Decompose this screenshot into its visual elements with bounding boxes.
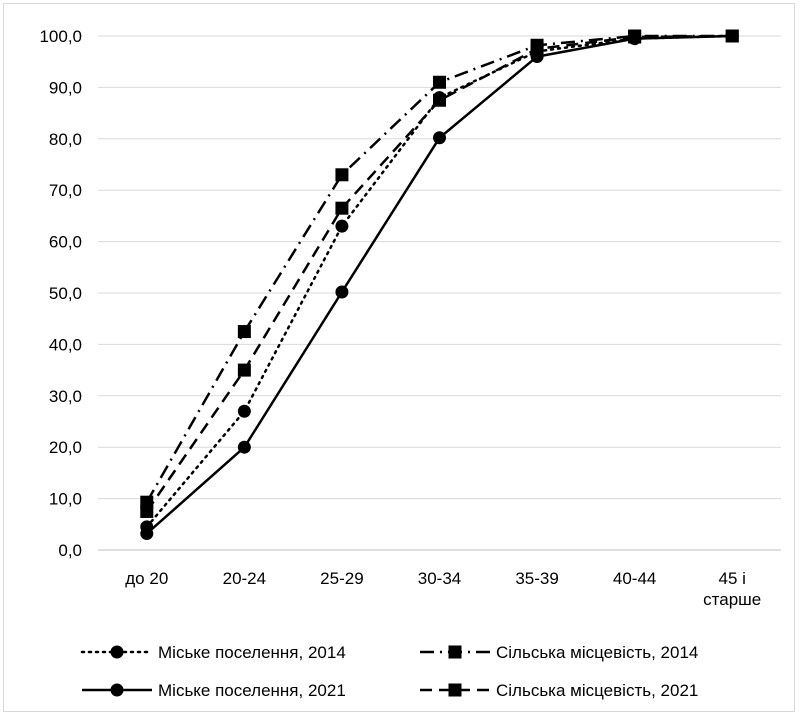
x-tick-label: 45 і старше <box>703 569 761 609</box>
legend-label: Міське поселення, 2021 <box>158 681 346 700</box>
data-point-series-4 <box>335 201 349 215</box>
data-point-series-1 <box>237 404 251 418</box>
y-tick-label: 50,0 <box>49 284 82 303</box>
legend-label: Сільська місцевість, 2021 <box>496 681 698 700</box>
series-line-4 <box>145 34 733 513</box>
legend-label: Сільська місцевість, 2014 <box>496 643 698 662</box>
data-point-series-4 <box>628 30 642 44</box>
data-point-series-3 <box>335 285 349 299</box>
series-line-3 <box>145 34 733 535</box>
y-tick-label: 0,0 <box>58 541 82 560</box>
data-point-series-4 <box>530 42 544 56</box>
y-tick-label: 70,0 <box>49 181 82 200</box>
y-tick-label: 90,0 <box>49 78 82 97</box>
legend-swatch-marker <box>448 683 462 697</box>
x-tick-label: 35-39 <box>515 569 558 588</box>
y-tick-label: 100,0 <box>39 27 82 46</box>
legend-swatch-marker <box>110 683 124 697</box>
y-tick-label: 20,0 <box>49 438 82 457</box>
y-tick-label: 80,0 <box>49 130 82 149</box>
x-tick-label: 20-24 <box>223 569 266 588</box>
x-tick-label: до 20 <box>125 569 168 588</box>
data-point-series-4 <box>237 363 251 377</box>
data-point-series-3 <box>140 527 154 541</box>
data-point-series-1 <box>335 219 349 233</box>
y-tick-label: 60,0 <box>49 233 82 252</box>
data-point-series-3 <box>237 440 251 454</box>
legend-swatch-marker <box>448 645 462 659</box>
x-tick-label: 40-44 <box>613 569 656 588</box>
data-point-series-3 <box>433 131 446 145</box>
y-tick-label: 40,0 <box>49 335 82 354</box>
data-point-series-2 <box>335 168 349 182</box>
data-point-series-2 <box>433 75 446 89</box>
legend-label: Міське поселення, 2014 <box>158 643 346 662</box>
x-tick-label: 30-34 <box>418 569 461 588</box>
data-point-series-4 <box>725 29 739 43</box>
legend-swatch-marker <box>110 645 124 659</box>
x-tick-label: 25-29 <box>320 569 363 588</box>
data-point-series-4 <box>433 93 446 107</box>
y-tick-label: 30,0 <box>49 387 82 406</box>
data-point-series-2 <box>237 325 251 339</box>
series-line-1 <box>145 34 734 529</box>
y-tick-label: 10,0 <box>49 490 82 509</box>
data-point-series-4 <box>140 504 154 518</box>
